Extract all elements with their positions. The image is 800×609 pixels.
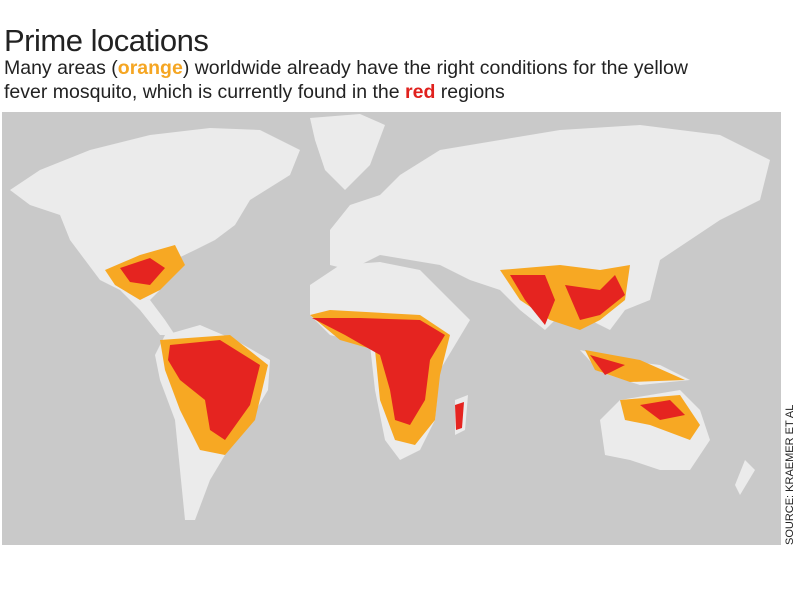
greenland	[310, 114, 385, 190]
subtitle-text: ) worldwide already have the right condi…	[4, 57, 688, 103]
central-america	[120, 290, 175, 335]
map-title: Prime locations	[4, 22, 209, 58]
red-keyword: red	[405, 81, 436, 103]
subtitle-text: Many areas (	[4, 57, 118, 79]
world-map	[2, 112, 781, 545]
new-zealand	[735, 460, 755, 495]
map-subtitle: Many areas (orange) worldwide already ha…	[4, 56, 724, 104]
eurasia	[330, 125, 770, 330]
subtitle-text: regions	[435, 81, 505, 103]
north-america	[10, 128, 300, 300]
orange-keyword: orange	[117, 57, 183, 79]
current-range-red	[120, 258, 685, 440]
source-credit: SOURCE: KRAEMER ET AL	[784, 404, 796, 545]
